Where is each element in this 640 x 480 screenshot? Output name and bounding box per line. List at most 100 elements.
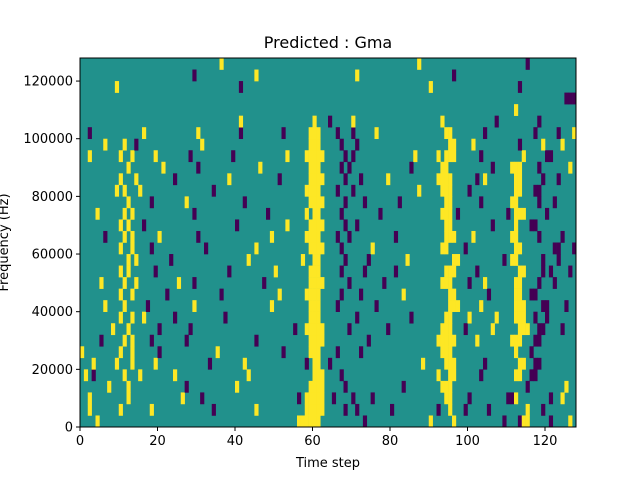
heatmap-cell xyxy=(122,138,127,151)
heatmap-cell xyxy=(316,300,321,312)
heatmap-cell xyxy=(320,277,325,289)
heatmap-cell xyxy=(219,288,224,301)
heatmap-cell xyxy=(444,323,449,336)
heatmap-cell xyxy=(91,369,96,382)
heatmap-background xyxy=(80,58,576,427)
heatmap-cell xyxy=(145,300,151,312)
heatmap-cell xyxy=(316,311,321,324)
y-tick-label: 80000 xyxy=(32,190,73,205)
heatmap-cell xyxy=(494,115,499,128)
heatmap-cell xyxy=(312,288,317,301)
heatmap-cell xyxy=(490,161,495,174)
heatmap-cell xyxy=(533,127,538,140)
heatmap-cell xyxy=(273,265,278,278)
heatmap-cell xyxy=(351,184,356,197)
heatmap-cell xyxy=(165,288,170,301)
heatmap-cell xyxy=(320,219,325,232)
heatmap-cell xyxy=(541,323,546,336)
heatmap-cell xyxy=(312,127,317,140)
heatmap-cell xyxy=(517,161,523,174)
heatmap-cell xyxy=(122,334,127,347)
heatmap-cell xyxy=(312,403,317,416)
heatmap-cell xyxy=(521,265,526,278)
heatmap-cell xyxy=(448,288,453,301)
heatmap-cell xyxy=(211,184,216,197)
heatmap-cell xyxy=(312,265,317,278)
heatmap-cell xyxy=(316,357,321,370)
heatmap-cell xyxy=(347,277,352,289)
heatmap-cell xyxy=(316,173,321,186)
heatmap-cell xyxy=(401,288,406,301)
heatmap-cell xyxy=(122,230,127,243)
heatmap-cell xyxy=(545,300,550,312)
heatmap-cell xyxy=(281,346,286,359)
heatmap-cell xyxy=(564,300,569,312)
heatmap-cell xyxy=(130,288,135,301)
heatmap-cell xyxy=(545,150,550,163)
heatmap-cell xyxy=(134,173,139,186)
heatmap-cell xyxy=(452,254,457,266)
heatmap-cell xyxy=(339,242,344,255)
heatmap-cell xyxy=(521,323,526,336)
heatmap-cell xyxy=(479,300,484,312)
heatmap-cell xyxy=(517,265,523,278)
heatmap-cell xyxy=(552,242,557,255)
heatmap-cell xyxy=(316,346,321,359)
heatmap-cell xyxy=(444,357,449,370)
heatmap-cell xyxy=(393,230,399,243)
heatmap-cell xyxy=(568,415,573,428)
heatmap-cell xyxy=(556,242,561,255)
heatmap-cell xyxy=(219,58,224,70)
heatmap-cell xyxy=(440,242,445,255)
heatmap-cell xyxy=(312,380,317,393)
heatmap-cell xyxy=(533,219,538,232)
heatmap-cell xyxy=(397,196,402,209)
heatmap-cell xyxy=(122,207,127,220)
heatmap-cell xyxy=(448,334,453,347)
heatmap-cell xyxy=(308,277,313,289)
heatmap-cell xyxy=(192,300,197,312)
heatmap-cell xyxy=(312,150,317,163)
heatmap-cell xyxy=(126,196,131,209)
heatmap-cell xyxy=(308,242,313,255)
heatmap-cell xyxy=(517,173,523,186)
heatmap-cell xyxy=(196,127,201,140)
heatmap-cell xyxy=(366,254,371,266)
heatmap-cell xyxy=(304,403,309,416)
heatmap-cell xyxy=(444,277,449,289)
heatmap-cell xyxy=(448,311,453,324)
heatmap-cell xyxy=(475,173,480,186)
heatmap-cell xyxy=(448,265,453,278)
heatmap-cell xyxy=(448,150,453,163)
heatmap-cell xyxy=(103,230,108,243)
heatmap-cell xyxy=(413,150,418,163)
heatmap-cell xyxy=(533,311,538,324)
heatmap-cell xyxy=(448,138,453,151)
heatmap-cell xyxy=(517,81,523,93)
heatmap-cell xyxy=(308,230,313,243)
heatmap-cell xyxy=(521,300,526,312)
heatmap-cell xyxy=(479,369,484,382)
heatmap-cell xyxy=(359,288,364,301)
heatmap-cell xyxy=(556,127,561,140)
heatmap-cell xyxy=(122,369,127,382)
heatmap-cell xyxy=(452,138,457,151)
heatmap-cell xyxy=(184,380,189,393)
y-tick-label: 120000 xyxy=(23,75,73,90)
heatmap-cell xyxy=(506,207,511,220)
plot-area xyxy=(79,57,577,428)
heatmap-cell xyxy=(448,127,453,140)
heatmap-cell xyxy=(506,392,511,405)
heatmap-cell xyxy=(312,334,317,347)
heatmap-cell xyxy=(514,300,519,312)
heatmap-cell xyxy=(173,173,178,186)
heatmap-cell xyxy=(95,415,100,428)
heatmap-cell xyxy=(428,415,433,428)
heatmap-cell xyxy=(215,346,220,359)
heatmap-cell xyxy=(448,346,453,359)
heatmap-cell xyxy=(192,277,197,289)
heatmap-cell xyxy=(436,369,441,382)
heatmap-cell xyxy=(316,219,321,232)
heatmap-cell xyxy=(153,150,158,163)
heatmap-cell xyxy=(455,254,461,266)
